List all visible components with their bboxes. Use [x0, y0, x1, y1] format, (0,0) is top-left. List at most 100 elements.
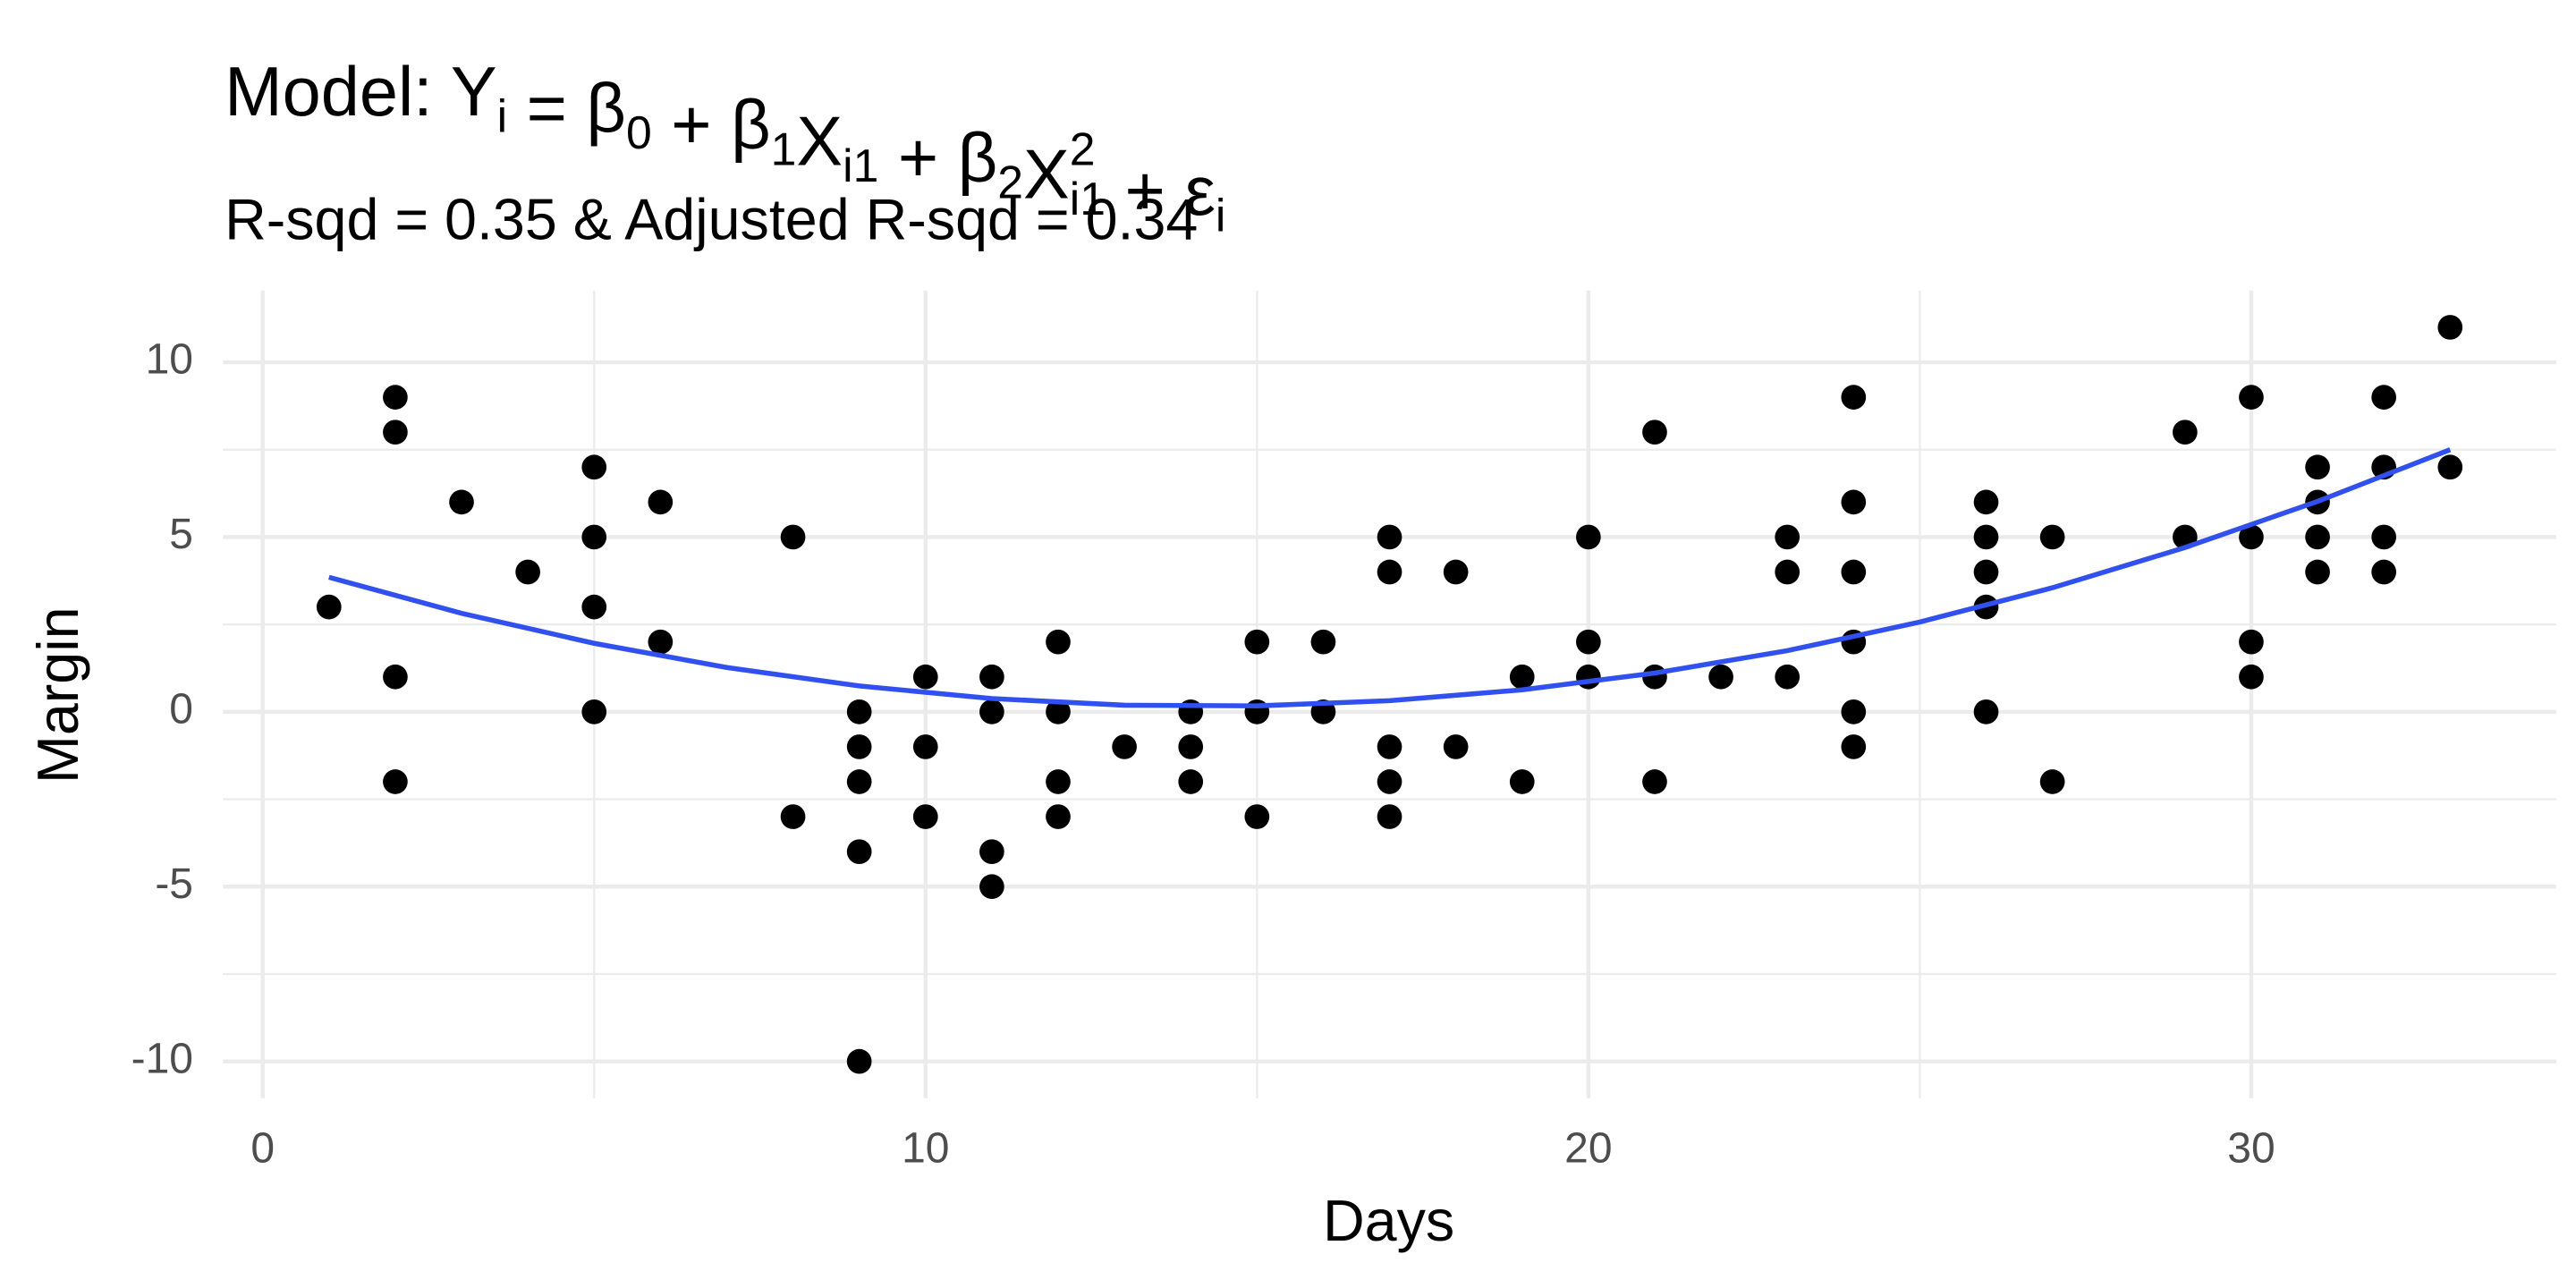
data-point	[1178, 769, 1204, 794]
data-point	[648, 489, 674, 515]
data-point	[1841, 559, 1867, 585]
data-point	[1576, 629, 1601, 655]
y-tick-label: 0	[169, 686, 193, 733]
data-point	[1046, 699, 1071, 724]
data-point	[912, 664, 938, 690]
data-point	[1509, 664, 1535, 690]
y-tick-label: -5	[155, 860, 193, 908]
title-subscript: i	[1216, 189, 1225, 241]
data-point	[581, 524, 607, 550]
title-text: + β	[652, 87, 771, 164]
data-point	[1973, 559, 1999, 585]
data-point	[2239, 524, 2264, 550]
title-text: X	[796, 104, 843, 181]
data-point	[383, 385, 408, 410]
data-point	[1178, 734, 1204, 759]
data-point	[449, 489, 474, 515]
y-tick-label: -10	[131, 1035, 193, 1082]
title-superscript: 2	[1070, 123, 1096, 175]
data-point	[1377, 769, 1402, 794]
title-text: X	[1023, 137, 1070, 214]
data-point	[2371, 385, 2397, 410]
data-point	[1642, 769, 1667, 794]
data-point	[1576, 524, 1601, 550]
data-point	[2371, 524, 2397, 550]
x-axis-title: Days	[1323, 1189, 1454, 1253]
data-point	[1973, 699, 1999, 724]
data-point	[846, 734, 872, 759]
data-point	[2172, 419, 2198, 445]
data-point	[1841, 734, 1867, 759]
data-point	[1775, 559, 1801, 585]
data-point	[581, 594, 607, 620]
data-point	[846, 769, 872, 794]
data-point	[1841, 489, 1867, 515]
title-subscript: 1	[771, 123, 797, 175]
title-subscript: i1	[843, 140, 878, 191]
data-point	[1377, 524, 1402, 550]
data-point	[1841, 699, 1867, 724]
data-point	[2437, 315, 2463, 340]
data-point	[1973, 489, 1999, 515]
data-point	[1377, 559, 1402, 585]
data-point	[1310, 629, 1336, 655]
title-subscript: 0	[626, 106, 652, 158]
data-point	[2305, 559, 2330, 585]
data-point	[1046, 804, 1071, 829]
title-text: = β	[507, 71, 626, 148]
title-subscript: i	[497, 90, 507, 142]
data-point	[979, 839, 1004, 865]
data-point	[979, 874, 1004, 900]
data-point	[1775, 524, 1801, 550]
data-point	[1377, 804, 1402, 829]
x-tick-label: 30	[2227, 1124, 2275, 1172]
x-tick-label: 10	[902, 1124, 949, 1172]
data-point	[2239, 664, 2264, 690]
data-point	[383, 419, 408, 445]
data-point	[2239, 629, 2264, 655]
data-point	[780, 524, 806, 550]
data-point	[1377, 734, 1402, 759]
chart-title: Model: Yi = β0 + β1Xi1 + β2X2 i1 + εi	[225, 54, 1225, 241]
data-point	[979, 699, 1004, 724]
data-point	[846, 1048, 872, 1074]
data-point	[1642, 664, 1667, 690]
title-subscript: i1	[1070, 173, 1106, 225]
data-point	[912, 804, 938, 829]
y-tick-label: 10	[146, 336, 193, 384]
data-point	[648, 629, 674, 655]
data-point	[2371, 559, 2397, 585]
data-point	[1443, 734, 1469, 759]
x-tick-label: 0	[250, 1124, 275, 1172]
x-tick-label: 20	[1564, 1124, 1612, 1172]
data-point	[1775, 664, 1801, 690]
data-point	[1112, 734, 1137, 759]
data-point	[383, 769, 408, 794]
data-point	[2437, 454, 2463, 480]
fit-line	[328, 447, 2452, 708]
data-point	[1576, 664, 1601, 690]
data-point	[979, 664, 1004, 690]
data-point	[581, 699, 607, 724]
y-axis-title: Margin	[26, 606, 90, 784]
data-point	[2039, 524, 2065, 550]
data-point	[515, 559, 540, 585]
data-point	[1642, 419, 1667, 445]
data-point	[316, 594, 342, 620]
data-point	[780, 804, 806, 829]
chart-subtitle: R-sqd = 0.35 & Adjusted R-sqd = 0.34	[225, 188, 1198, 252]
y-tick-label: 5	[169, 511, 193, 558]
data-point	[1244, 629, 1270, 655]
title-text: + β	[878, 120, 997, 197]
data-point	[1509, 769, 1535, 794]
data-point	[1046, 769, 1071, 794]
title-text: Model: Y	[225, 54, 497, 131]
title-text: + ε	[1106, 153, 1216, 230]
data-point	[2305, 454, 2330, 480]
data-point	[912, 734, 938, 759]
data-point	[2239, 385, 2264, 410]
data-point	[846, 839, 872, 865]
data-point	[1708, 664, 1733, 690]
